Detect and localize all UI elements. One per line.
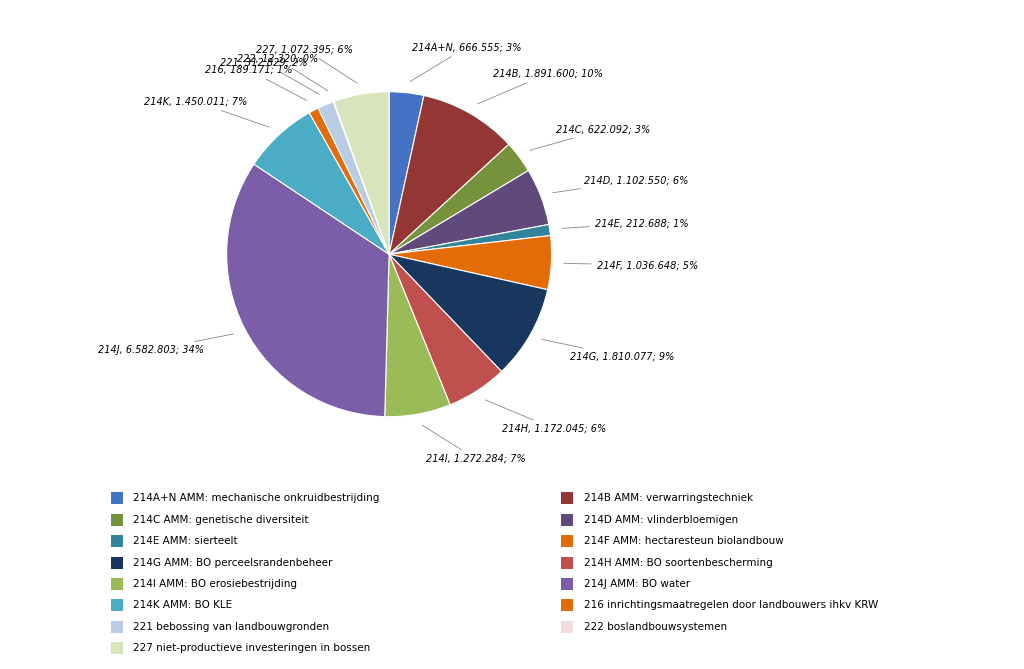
Wedge shape <box>226 164 389 417</box>
Wedge shape <box>334 92 389 254</box>
Text: 222 boslandbouwsystemen: 222 boslandbouwsystemen <box>584 622 727 632</box>
Text: 214E, 212.688; 1%: 214E, 212.688; 1% <box>562 218 688 228</box>
Text: 214D AMM: vlinderbloemigen: 214D AMM: vlinderbloemigen <box>584 515 738 524</box>
Text: 214I AMM: BO erosiebestrijding: 214I AMM: BO erosiebestrijding <box>133 579 297 589</box>
Text: 214F AMM: hectaresteun biolandbouw: 214F AMM: hectaresteun biolandbouw <box>584 537 783 546</box>
Wedge shape <box>318 102 389 254</box>
Text: 214F, 1.036.648; 5%: 214F, 1.036.648; 5% <box>564 260 698 270</box>
Wedge shape <box>389 96 509 254</box>
Wedge shape <box>385 254 451 417</box>
Text: 214H AMM: BO soortenbescherming: 214H AMM: BO soortenbescherming <box>584 558 772 567</box>
Text: 214B AMM: verwarringstechniek: 214B AMM: verwarringstechniek <box>584 494 753 503</box>
Wedge shape <box>333 102 389 254</box>
Wedge shape <box>389 171 549 254</box>
Text: 221 bebossing van landbouwgronden: 221 bebossing van landbouwgronden <box>133 622 330 632</box>
Text: 214E AMM: sierteelt: 214E AMM: sierteelt <box>133 537 238 546</box>
Text: 216, 189.171; 1%: 216, 189.171; 1% <box>205 65 306 100</box>
Text: 214G AMM: BO perceelsrandenbeheer: 214G AMM: BO perceelsrandenbeheer <box>133 558 333 567</box>
Text: 214K, 1.450.011; 7%: 214K, 1.450.011; 7% <box>144 97 269 127</box>
Text: 214J AMM: BO water: 214J AMM: BO water <box>584 579 690 589</box>
Wedge shape <box>389 92 424 254</box>
Wedge shape <box>389 145 528 254</box>
Text: 214A+N AMM: mechanische onkruidbestrijding: 214A+N AMM: mechanische onkruidbestrijdi… <box>133 494 380 503</box>
Wedge shape <box>254 112 389 254</box>
Text: 214J, 6.582.803; 34%: 214J, 6.582.803; 34% <box>98 334 233 355</box>
Text: 214H, 1.172.045; 6%: 214H, 1.172.045; 6% <box>485 400 606 434</box>
Wedge shape <box>309 108 389 254</box>
Text: 214A+N, 666.555; 3%: 214A+N, 666.555; 3% <box>410 42 521 82</box>
Text: 214B, 1.891.600; 10%: 214B, 1.891.600; 10% <box>477 69 603 104</box>
Text: 216 inrichtingsmaatregelen door landbouwers ihkv KRW: 216 inrichtingsmaatregelen door landbouw… <box>584 601 878 610</box>
Text: 227 niet-productieve investeringen in bossen: 227 niet-productieve investeringen in bo… <box>133 644 371 653</box>
Text: 214C, 622.092; 3%: 214C, 622.092; 3% <box>529 124 650 151</box>
Text: 214I, 1.272.284; 7%: 214I, 1.272.284; 7% <box>422 425 526 464</box>
Text: 214K AMM: BO KLE: 214K AMM: BO KLE <box>133 601 232 610</box>
Text: 214G, 1.810.077; 9%: 214G, 1.810.077; 9% <box>542 339 675 361</box>
Wedge shape <box>389 254 502 405</box>
Wedge shape <box>389 254 548 371</box>
Text: 214D, 1.102.550; 6%: 214D, 1.102.550; 6% <box>553 175 688 193</box>
Wedge shape <box>389 225 551 254</box>
Text: 222, 12.320; 0%: 222, 12.320; 0% <box>237 54 328 91</box>
Wedge shape <box>389 235 552 290</box>
Text: 221, 312.829; 2%: 221, 312.829; 2% <box>220 58 319 94</box>
Text: 227, 1.072.395; 6%: 227, 1.072.395; 6% <box>256 44 357 83</box>
Text: 214C AMM: genetische diversiteit: 214C AMM: genetische diversiteit <box>133 515 308 524</box>
